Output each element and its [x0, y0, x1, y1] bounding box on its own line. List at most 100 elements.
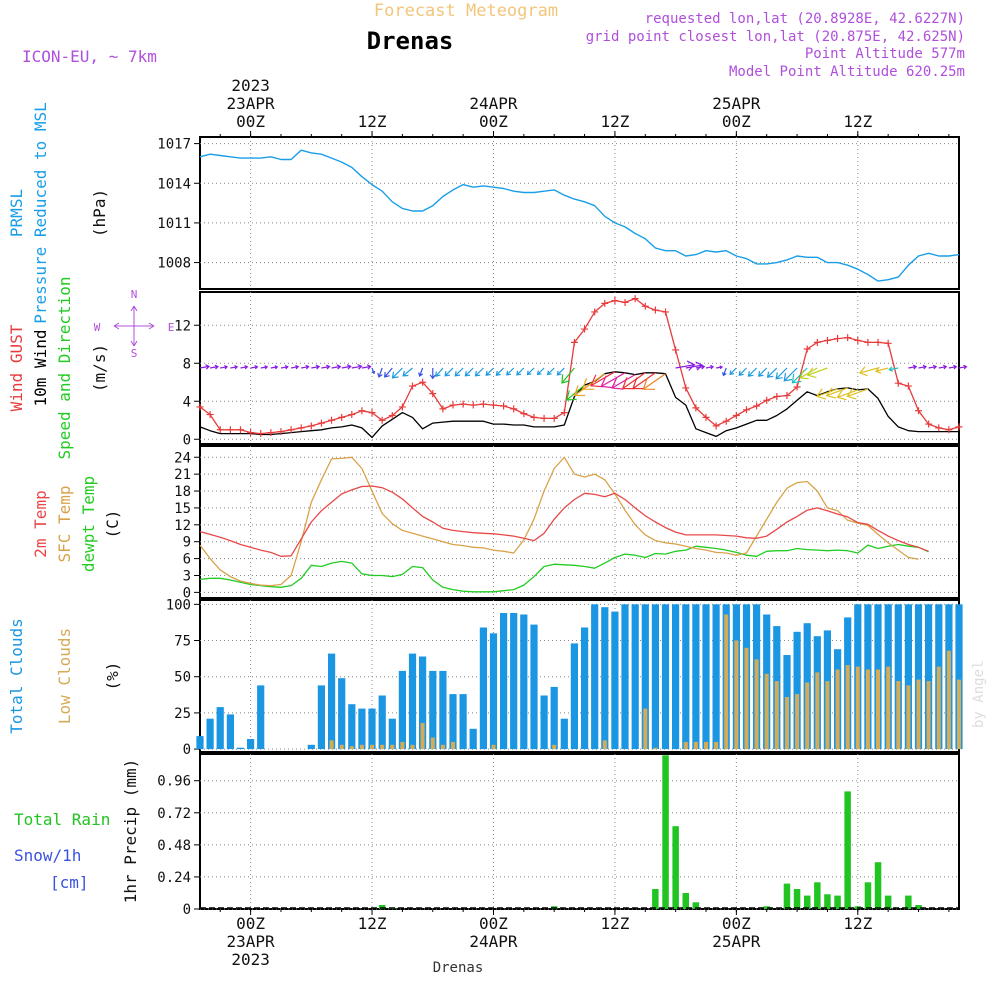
total-cloud-bar — [236, 747, 245, 750]
y-tick-label: 0.24 — [157, 870, 191, 886]
gust-marker — [247, 429, 255, 437]
clouds-unit: (%) — [103, 662, 122, 691]
panel-frame-temp — [199, 445, 960, 599]
gust-marker — [773, 393, 781, 400]
rain-bar — [804, 895, 811, 909]
dewpt-label: dewpt Temp — [79, 476, 98, 572]
gust-marker — [570, 338, 578, 346]
total-cloud-bar — [419, 656, 427, 750]
wind-direction-arrow — [747, 367, 758, 377]
gust-marker — [621, 298, 629, 306]
wind-direction-arrow — [729, 367, 737, 376]
wind-direction-arrow — [391, 367, 403, 379]
low-cloud-bar — [815, 672, 820, 750]
wind-direction-arrow — [384, 367, 393, 378]
wind-direction-arrow — [738, 367, 747, 376]
total-cloud-bar — [398, 670, 406, 750]
gust-marker — [783, 392, 791, 400]
sfc-temp-label: SFC Temp — [55, 485, 74, 562]
low-cloud-bar — [825, 681, 830, 750]
gust-marker — [307, 422, 315, 430]
sfc-temp-line — [199, 456, 919, 587]
gust-marker — [429, 390, 437, 398]
compass-rose-icon — [113, 305, 155, 347]
gust-marker — [267, 429, 275, 437]
total-cloud-bar — [439, 670, 447, 750]
gust-marker — [449, 401, 457, 409]
gust-marker — [388, 412, 396, 419]
wind-direction-arrow — [351, 363, 363, 370]
gust-marker — [823, 336, 831, 344]
dewpt-line — [199, 543, 929, 593]
rain-bar — [652, 889, 659, 909]
y-tick-label: 12 — [174, 318, 191, 334]
wind-direction-arrow — [611, 374, 636, 390]
wind-direction-arrow — [230, 364, 239, 370]
gust-marker — [530, 413, 538, 421]
total-cloud-bar — [500, 613, 508, 750]
total-cloud-bar — [510, 613, 518, 750]
gust-marker — [884, 339, 892, 347]
wind-direction-arrow — [938, 364, 948, 370]
bottom-time-label: 00Z — [722, 914, 751, 933]
gust-marker — [510, 405, 518, 413]
wind-direction-arrow — [908, 364, 918, 370]
total-cloud-bar — [196, 736, 204, 750]
total-cloud-bar — [489, 633, 498, 750]
wind-direction-arrow — [464, 367, 474, 377]
wind-direction-arrow — [341, 364, 352, 370]
total-cloud-bar — [793, 631, 801, 750]
rain-bar — [378, 905, 386, 909]
gust-marker — [328, 416, 336, 424]
location-title: Drenas — [367, 27, 454, 55]
rain-bar — [905, 895, 912, 909]
y-tick-label: 0.96 — [157, 774, 191, 790]
low-cloud-bar — [805, 682, 810, 750]
wind-direction-arrow — [621, 372, 646, 390]
wind-direction-arrow — [435, 367, 444, 377]
total-cloud-bar — [641, 604, 649, 750]
temp-unit: (C) — [103, 510, 122, 539]
wind-direction-arrow — [270, 365, 279, 370]
gust-marker — [834, 335, 842, 343]
total-cloud-bar — [307, 744, 315, 750]
rain-bar — [915, 905, 922, 909]
total-cloud-bar — [216, 707, 224, 750]
bottom-time-label: 12Z — [600, 914, 629, 933]
y-tick-label: 1017 — [157, 137, 191, 153]
total-cloud-bar — [540, 695, 548, 750]
total-cloud-bar — [338, 678, 346, 750]
wind-direction-arrow — [783, 367, 798, 382]
low-cloud-bar — [744, 647, 749, 750]
requested-coords: requested lon,lat (20.8928E, 42.6227N) — [645, 11, 965, 27]
total-cloud-bar — [894, 604, 902, 750]
gust-marker — [550, 414, 558, 422]
wind-direction-arrow — [874, 366, 889, 374]
wind-direction-arrow — [722, 367, 727, 377]
y-tick-label: 100 — [166, 597, 191, 613]
total-cloud-bar — [247, 739, 255, 750]
rain-bar — [844, 791, 851, 909]
total-cloud-bar — [661, 604, 670, 750]
gust-marker — [935, 424, 943, 432]
y-tick-label: 6 — [183, 552, 191, 568]
wind-direction-arrow — [377, 367, 383, 378]
total-cloud-bar — [408, 653, 417, 750]
wind-direction-arrow — [825, 387, 848, 399]
rain-bar — [692, 902, 700, 909]
wind-direction-arrow — [632, 372, 656, 390]
bottom-time-label: 2023 — [231, 950, 270, 969]
wind-direction-label: Speed and Direction — [55, 276, 74, 459]
gust-marker — [904, 382, 912, 390]
rain-bar — [793, 889, 801, 909]
pressure-unit: (hPa) — [90, 189, 109, 237]
y-tick-label: 0.72 — [157, 806, 191, 822]
top-time-label: 00Z — [722, 112, 751, 131]
total-cloud-bar — [672, 604, 680, 750]
wind-direction-arrow — [280, 364, 289, 370]
low-cloud-bar — [865, 669, 870, 750]
y-tick-label: 3 — [183, 568, 191, 584]
total-cloud-bar — [449, 694, 457, 750]
wind-direction-arrow — [444, 367, 454, 377]
